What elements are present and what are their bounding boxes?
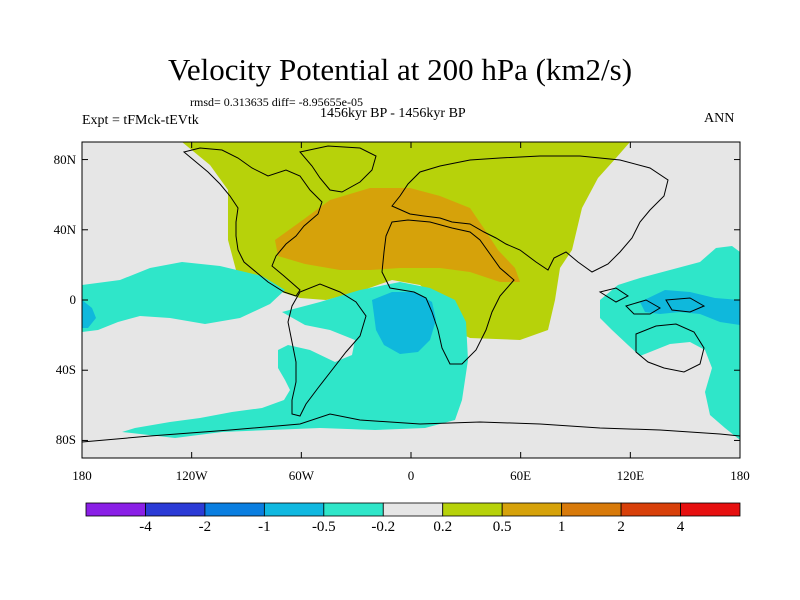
- lon-tick-label: 60E: [510, 468, 532, 483]
- chart-title: Velocity Potential at 200 hPa (km2/s): [167, 52, 633, 87]
- colorbar-swatch: [323, 502, 384, 517]
- lon-tick-label: 120W: [175, 468, 208, 483]
- experiment-label: Expt = tFMck-tEVtk: [82, 113, 199, 128]
- lat-tick-label: 0: [69, 292, 77, 307]
- colorbar-label: 2: [617, 519, 625, 535]
- velocity-potential-region-negative-1-0.5-atlantic: [372, 292, 436, 354]
- colorbar-label: -0.2: [371, 519, 396, 535]
- period-label: 1456kyr BP - 1456kyr BP: [320, 106, 466, 121]
- colorbar-swatch: [263, 502, 325, 517]
- lat-tick-label: 80S: [55, 432, 76, 448]
- colorbar-swatch: [145, 502, 206, 517]
- colorbar-label: 0.2: [433, 519, 453, 535]
- coastline-south-america: [287, 283, 367, 417]
- coastline-eurasia: [391, 155, 669, 273]
- coastline-greenland: [299, 145, 377, 193]
- colorbar-swatch: [382, 502, 444, 517]
- colorbar-swatch: [620, 502, 681, 517]
- colorbar-swatch: [204, 502, 265, 517]
- colorbar: [85, 502, 741, 517]
- coastline-africa: [381, 219, 515, 365]
- colorbar-label: -0.5: [311, 519, 336, 535]
- colorbar-label: -1: [258, 519, 271, 535]
- coastline-north-america: [182, 147, 323, 297]
- lon-tick-label: 60W: [288, 468, 314, 483]
- velocity-potential-region-negative-1-0.5-maritime: [640, 290, 740, 325]
- velocity-potential-region-positive-0.5-1: [275, 188, 520, 282]
- colorbar-swatch: [442, 502, 503, 517]
- lon-tick-label: 120E: [616, 468, 645, 483]
- colorbar-label: -4: [139, 519, 152, 535]
- axis-ticks: [81, 142, 741, 458]
- coastline-antarctica: [82, 413, 740, 443]
- lon-tick-label: 180: [72, 468, 92, 483]
- coastlines: [82, 145, 740, 443]
- lon-tick-label: 0: [407, 468, 415, 483]
- colorbar-label: 4: [676, 519, 685, 535]
- lon-tick-label: 180: [730, 468, 750, 483]
- velocity-potential-region-negative-maritime-continent: [600, 246, 740, 440]
- rmsd-diff-stats: rmsd= 0.313635 diff= -8.95655e-05: [190, 95, 363, 109]
- velocity-potential-region-negative-pacific: [82, 262, 285, 332]
- coastline-australia: [635, 323, 705, 373]
- colorbar-label: 0.5: [492, 519, 512, 535]
- season-label: ANN: [704, 111, 735, 126]
- colorbar-label: -2: [198, 519, 212, 535]
- colorbar-swatch: [680, 502, 741, 517]
- coastline-maritime-islands: [598, 287, 706, 315]
- lat-tick-label: 40N: [53, 221, 76, 237]
- lat-tick-label: 40S: [55, 362, 76, 378]
- velocity-potential-region-negative-1-0.5-pacific-edge: [82, 300, 96, 328]
- lat-tick-label: 80N: [53, 151, 76, 167]
- colorbar-swatch: [501, 502, 563, 517]
- colorbar-swatch: [561, 502, 622, 517]
- colorbar-swatch: [85, 502, 146, 517]
- colorbar-label: 1: [557, 519, 566, 535]
